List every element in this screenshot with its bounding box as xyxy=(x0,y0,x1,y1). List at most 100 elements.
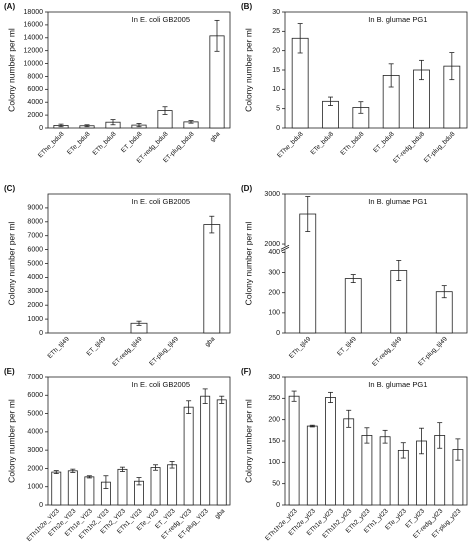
y-tick-label: 300 xyxy=(268,269,280,276)
annotation: In B. glumae PG1 xyxy=(368,380,427,389)
y-tick-label: 200 xyxy=(268,417,280,424)
x-tick-label: ET-redg_bdu8 xyxy=(392,130,426,164)
axis-break-gap xyxy=(282,246,288,251)
y-tick-label: 300 xyxy=(268,374,280,381)
y-tick-label: 3000 xyxy=(27,447,43,454)
y-tick-label: 30 xyxy=(272,9,280,16)
bar xyxy=(288,395,300,506)
bar xyxy=(397,449,409,506)
bar xyxy=(216,399,227,506)
x-tick-label: gba xyxy=(209,130,222,143)
y-axis-label: Colony number per ml xyxy=(243,399,253,483)
y-axis-label: Colony number per ml xyxy=(243,28,253,112)
annotation: In E. coli GB2005 xyxy=(132,15,190,24)
plot-frame xyxy=(284,193,468,334)
x-tick-label: gba xyxy=(204,335,217,348)
axis-break xyxy=(280,246,290,252)
x-tick-label: ET_bdu8 xyxy=(372,130,396,154)
y-tick-label: 0 xyxy=(39,125,43,132)
y-tick-label: 2000 xyxy=(27,465,43,472)
bar xyxy=(84,476,95,506)
y-tick-label: 12000 xyxy=(24,48,44,55)
plot-frame xyxy=(284,11,468,129)
y-tick-label: 10 xyxy=(272,86,280,93)
y-tick-label: 9000 xyxy=(27,205,43,212)
y-tick-label: 2000 xyxy=(27,302,43,309)
bar xyxy=(51,471,62,506)
panel-label: (A) xyxy=(4,2,15,11)
x-tick-label: gba xyxy=(214,507,227,520)
y-tick-label: 0 xyxy=(276,502,280,509)
y-tick-label: 150 xyxy=(268,438,280,445)
y-tick-label: 1000 xyxy=(27,316,43,323)
y-tick-label: 100 xyxy=(268,459,280,466)
x-tick-label: ETh_bdu8 xyxy=(91,130,117,156)
x-tick-label: ET-plug_Yl23 xyxy=(177,507,210,540)
y-tick-label: 0 xyxy=(276,330,280,337)
bar xyxy=(203,224,221,334)
y-tick-label: 8000 xyxy=(27,73,43,80)
annotation: In B. glumae PG1 xyxy=(368,197,427,206)
annotation: In E. coli GB2005 xyxy=(132,197,190,206)
bar xyxy=(150,467,161,506)
bar xyxy=(361,435,373,506)
plot-frame xyxy=(47,11,231,129)
annotation: In E. coli GB2005 xyxy=(132,380,190,389)
annotation: In B. glumae PG1 xyxy=(368,15,427,24)
bar xyxy=(183,406,194,506)
y-tick-label: 25 xyxy=(272,28,280,35)
y-tick-label: 5000 xyxy=(27,410,43,417)
x-tick-label: ETe_bdu8 xyxy=(309,130,335,156)
panel-label: (B) xyxy=(241,2,252,11)
y-tick-label: 6000 xyxy=(27,86,43,93)
y-tick-label: 10000 xyxy=(24,60,44,67)
x-tick-label: ET_tjl49 xyxy=(336,335,358,357)
bar xyxy=(117,468,128,506)
y-tick-label: 7000 xyxy=(27,233,43,240)
y-tick-label: 100 xyxy=(268,310,280,317)
bar xyxy=(379,436,391,506)
y-tick-label: 2000 xyxy=(264,241,280,248)
x-tick-label: ET-plug_bdu8 xyxy=(423,130,457,164)
y-axis-label: Colony number per ml xyxy=(6,399,16,483)
x-tick-label: ETh_tjl49 xyxy=(46,335,71,360)
bar xyxy=(200,395,211,506)
y-tick-label: 400 xyxy=(268,249,280,256)
y-tick-label: 1000 xyxy=(27,484,43,491)
y-tick-label: 6000 xyxy=(27,246,43,253)
x-tick-label: EThe_bdu8 xyxy=(276,130,305,159)
plot-frame xyxy=(47,193,231,334)
bar xyxy=(306,425,318,506)
panel-label: (D) xyxy=(241,184,252,193)
y-axis-label: Colony number per ml xyxy=(6,28,16,112)
x-tick-label: ET-redg_tjl49 xyxy=(371,335,404,368)
y-tick-label: 250 xyxy=(268,395,280,402)
y-tick-label: 5000 xyxy=(27,260,43,267)
y-tick-label: 6000 xyxy=(27,392,43,399)
y-axis-label: Colony number per ml xyxy=(6,222,16,306)
y-tick-label: 15 xyxy=(272,67,280,74)
x-tick-label: ETh_tjl49 xyxy=(288,335,313,360)
y-tick-label: 20 xyxy=(272,48,280,55)
y-tick-label: 4000 xyxy=(27,99,43,106)
y-tick-label: 4000 xyxy=(27,274,43,281)
panel-label: (F) xyxy=(241,367,252,376)
y-tick-label: 8000 xyxy=(27,219,43,226)
x-tick-label: ET-redg_tjl49 xyxy=(111,335,144,368)
y-tick-label: 4000 xyxy=(27,429,43,436)
y-tick-label: 50 xyxy=(272,481,280,488)
x-tick-label: ETh_bdu8 xyxy=(339,130,365,156)
bar xyxy=(344,278,362,334)
x-tick-label: ET_bdu8 xyxy=(120,130,144,154)
panel-label: (C) xyxy=(4,184,15,193)
bar xyxy=(167,464,178,506)
y-tick-label: 200 xyxy=(268,290,280,297)
y-tick-label: 18000 xyxy=(24,9,44,16)
x-tick-label: EThe_bdu8 xyxy=(37,130,66,159)
bar xyxy=(325,397,336,506)
y-tick-label: 0 xyxy=(39,330,43,337)
y-tick-label: 0 xyxy=(39,502,43,509)
y-tick-label: 14000 xyxy=(24,35,44,42)
y-tick-label: 5 xyxy=(276,106,280,113)
